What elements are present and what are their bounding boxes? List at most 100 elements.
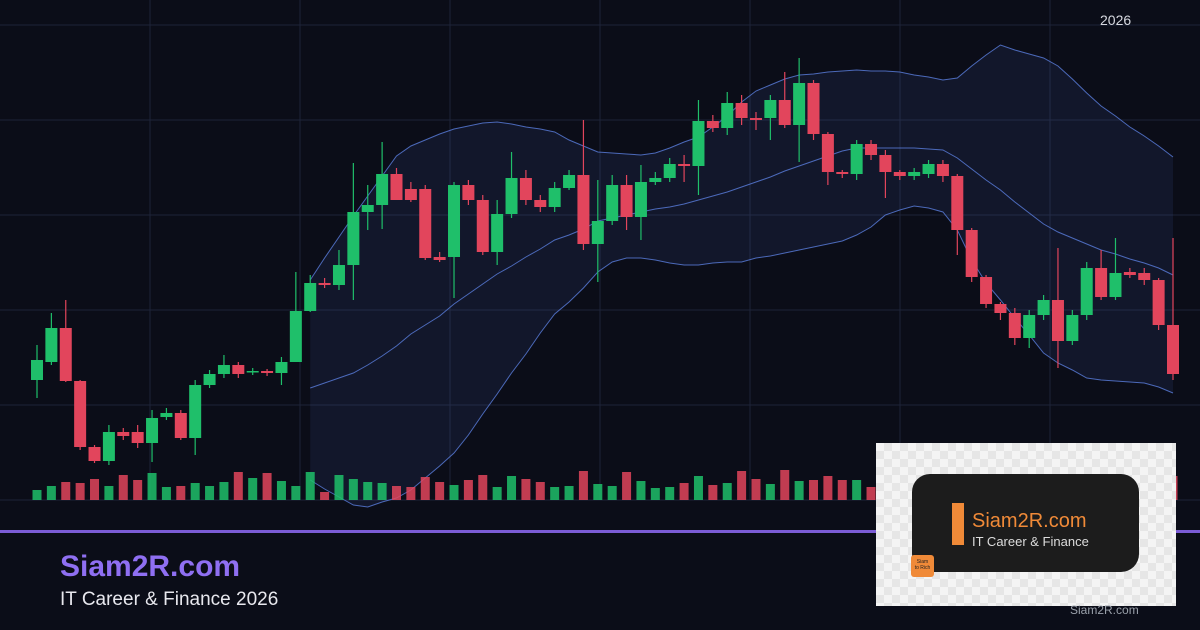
volume-bar bbox=[463, 480, 473, 500]
candle-body bbox=[620, 185, 633, 217]
candle-body bbox=[735, 103, 748, 118]
candle-body bbox=[59, 328, 72, 381]
volume-bar bbox=[708, 485, 718, 500]
logo-icon: Siam to Rich bbox=[911, 555, 934, 577]
volume-bar bbox=[665, 487, 675, 500]
volume-bar bbox=[550, 487, 560, 500]
volume-bar bbox=[133, 480, 143, 500]
candle-body bbox=[462, 185, 475, 200]
candle-body bbox=[793, 83, 806, 125]
candle-body bbox=[419, 189, 432, 258]
volume-bar bbox=[420, 477, 430, 500]
logo-card: Siam2R.com IT Career & Finance Siam to R… bbox=[876, 443, 1176, 606]
volume-bar bbox=[751, 479, 761, 500]
candle-body bbox=[1051, 300, 1064, 341]
candle-body bbox=[203, 374, 216, 385]
candle-body bbox=[721, 103, 734, 128]
volume-bar bbox=[492, 487, 502, 500]
volume-bar bbox=[90, 479, 100, 500]
candle-body bbox=[893, 172, 906, 176]
candle-body bbox=[980, 277, 993, 304]
candle-body bbox=[836, 172, 849, 174]
candle-body bbox=[361, 205, 374, 212]
volume-bar bbox=[61, 482, 71, 500]
tagline: IT Career & Finance 2026 bbox=[60, 589, 279, 610]
candle-body bbox=[519, 178, 532, 200]
candle-body bbox=[577, 175, 590, 244]
candle-body bbox=[246, 371, 259, 373]
volume-bar bbox=[622, 472, 632, 500]
candle-body bbox=[764, 100, 777, 118]
volume-bar bbox=[377, 483, 387, 500]
volume-bar bbox=[607, 486, 617, 500]
candle-body bbox=[606, 185, 619, 221]
logo-panel: Siam2R.com IT Career & Finance bbox=[912, 474, 1139, 572]
candle-body bbox=[749, 118, 762, 120]
divider bbox=[0, 530, 1200, 533]
candle-body bbox=[1095, 268, 1108, 297]
candle-body bbox=[548, 188, 561, 207]
volume-bar bbox=[118, 475, 128, 500]
candle-body bbox=[505, 178, 518, 214]
volume-bar bbox=[449, 485, 459, 500]
volume-bar bbox=[693, 476, 703, 500]
volume-bar bbox=[75, 483, 85, 500]
volume-bar bbox=[320, 492, 330, 500]
candle-body bbox=[634, 182, 647, 217]
candle-body bbox=[663, 164, 676, 178]
volume-bar bbox=[334, 475, 344, 500]
volume-bar bbox=[262, 473, 272, 500]
candle-body bbox=[1167, 325, 1179, 374]
candle-body bbox=[404, 189, 417, 200]
volume-bar bbox=[363, 482, 373, 500]
candle-body bbox=[88, 447, 101, 461]
candle-body bbox=[951, 176, 964, 230]
candle-body bbox=[1152, 280, 1165, 325]
candle-body bbox=[1080, 268, 1093, 315]
candle-body bbox=[304, 283, 317, 311]
candle-body bbox=[534, 200, 547, 207]
volume-bar bbox=[650, 488, 660, 500]
year-label: 2026 bbox=[1100, 12, 1132, 28]
candle-body bbox=[922, 164, 935, 174]
volume-bar bbox=[679, 483, 689, 500]
volume-bar bbox=[478, 475, 488, 500]
volume-bar bbox=[636, 481, 646, 500]
volume-bar bbox=[190, 483, 200, 500]
candle-body bbox=[74, 381, 87, 447]
volume-bar bbox=[276, 481, 286, 500]
candle-body bbox=[1109, 273, 1122, 297]
candle-body bbox=[1123, 272, 1136, 275]
candle-body bbox=[563, 175, 576, 188]
volume-bar bbox=[737, 471, 747, 500]
volume-bar bbox=[507, 476, 517, 500]
candle-body bbox=[1037, 300, 1050, 315]
candle-body bbox=[649, 178, 662, 182]
candle-body bbox=[261, 371, 274, 373]
candle-body bbox=[1138, 273, 1151, 280]
candle-body bbox=[491, 214, 504, 252]
candle-body bbox=[232, 365, 245, 374]
candle-body bbox=[318, 283, 331, 285]
candle-body bbox=[778, 100, 791, 125]
volume-bar bbox=[564, 486, 574, 500]
candle-body bbox=[174, 413, 187, 438]
candle-body bbox=[678, 164, 691, 166]
candle-body bbox=[433, 257, 446, 260]
candle-body bbox=[31, 360, 43, 380]
volume-bar bbox=[348, 479, 358, 500]
candle-body bbox=[476, 200, 489, 252]
candle-body bbox=[807, 83, 820, 134]
volume-bar bbox=[765, 484, 775, 500]
volume-bar bbox=[104, 486, 114, 500]
candle-body bbox=[275, 362, 288, 373]
candle-body bbox=[146, 418, 159, 443]
brand: Siam2R.com bbox=[60, 550, 241, 583]
candle-body bbox=[936, 164, 949, 176]
candle-body bbox=[131, 432, 144, 443]
candle-body bbox=[160, 413, 173, 417]
candle-body bbox=[289, 311, 302, 362]
candle-body bbox=[217, 365, 230, 374]
volume-bar bbox=[391, 486, 401, 500]
